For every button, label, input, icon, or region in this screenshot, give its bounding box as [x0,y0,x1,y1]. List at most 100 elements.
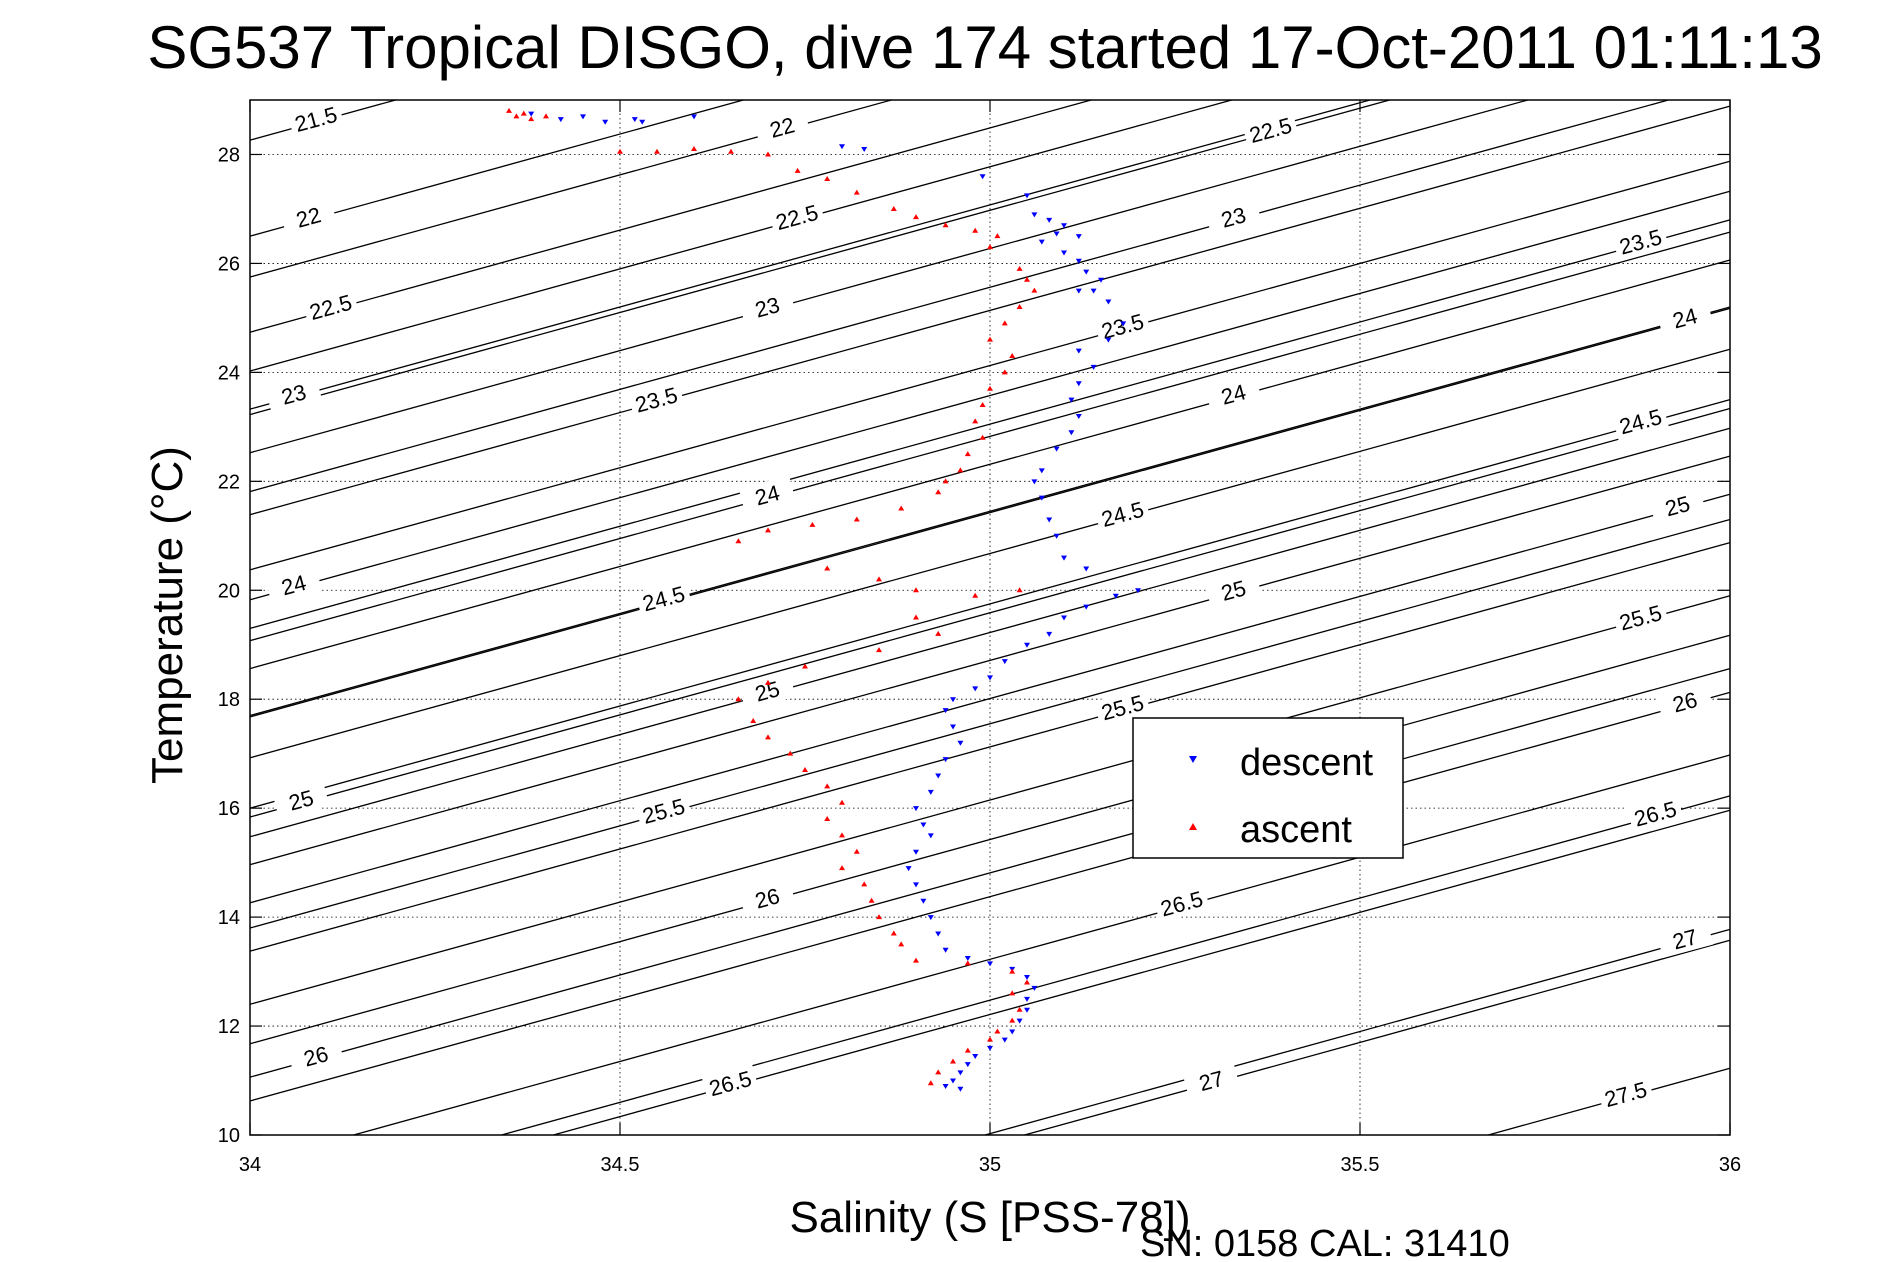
y-tick-label: 24 [218,362,240,384]
descent-point [957,1070,964,1076]
contour-label-bg [1648,486,1706,525]
descent-point [987,1045,993,1051]
descent-point [1001,1037,1008,1043]
ascent-point [765,527,771,533]
ascent-point [972,418,979,424]
contour-label-bg [265,374,323,414]
descent-point [1075,381,1082,387]
contour-label-bg [1204,570,1262,610]
ascent-point [957,467,964,473]
ascent-point [750,718,757,723]
ascent-point [794,167,801,173]
ascent-point [876,647,882,653]
descent-point [1031,212,1038,218]
descent-point [950,1078,956,1084]
descent-point [913,806,919,812]
descent-point [1031,985,1038,991]
isopycnal-line [249,231,1731,642]
descent-point [1024,996,1030,1002]
descent-point [1038,239,1045,245]
descent-point [691,114,697,120]
descent-point [1061,615,1067,621]
ascent-point [972,227,979,233]
contour-label-bg [1626,794,1684,833]
descent-point [942,947,949,953]
descent-point [557,117,564,123]
contour-label-bg [1153,883,1211,923]
descent-point [1075,288,1082,294]
ascent-point [964,1047,971,1053]
descent-point [972,686,979,692]
descent-point [1046,631,1053,637]
ascent-point [890,205,897,211]
isopycnal-line [353,754,1731,1136]
contour-label-bg [753,107,811,147]
ascent-point [942,478,949,484]
isopycnal-line [249,541,1731,952]
descent-point [1038,495,1045,501]
ascent-point [987,244,993,250]
ascent-point [765,679,771,685]
descent-point [1053,231,1060,237]
descent-point [1105,299,1112,305]
contour-label-bg [1611,401,1669,441]
ascent-point [1009,990,1016,996]
contour-label-bg [701,1063,759,1103]
ascent-point [802,767,808,773]
isopycnal-line [249,99,1092,333]
ascent-point [735,538,742,544]
axis-ticks: 34 34.5 35 35.5 36 10 12 14 16 18 20 22 24 26 28 [218,100,1741,1176]
isopycnal-line [1024,939,1731,1136]
ascent-point [898,505,905,511]
ascent-point [513,113,520,119]
ascent-point [853,189,860,195]
isopycnal-line [249,691,1731,1102]
ascent-point [987,385,993,391]
isopycnal-line [249,455,1731,866]
ascent-point [839,865,845,871]
legend-descent-label: descent [1240,742,1374,784]
contour-label-bg [635,578,693,618]
ascent-point [1009,1017,1016,1023]
descent-point [927,915,934,921]
descent-point [913,882,919,888]
descent-point [1024,193,1030,199]
ascent-point [861,881,868,887]
ascent-point [787,750,794,756]
contour-label-bg [627,380,685,419]
contour-label-bg [287,99,345,139]
descent-point [942,1083,949,1089]
legend: descent ascent [1132,717,1404,859]
x-tick-label: 35 [979,1154,1001,1176]
ascent-point [950,1058,956,1064]
descent-point [1075,413,1082,419]
descent-point [1120,321,1127,327]
descent-point [1083,604,1090,610]
contour-label-bg [302,287,360,327]
y-tick-label: 28 [218,144,240,166]
contour-label-bg [738,287,796,327]
isopycnal-line [249,398,1731,809]
ascent-point [890,930,897,936]
isopycnal-line [249,493,1731,904]
ascent-point [839,799,845,805]
descent-point [964,1062,971,1068]
descent-point [987,675,993,681]
descent-point [935,773,942,779]
ascent-point [617,148,623,154]
descent-point [957,1086,964,1092]
y-axis-label: Temperature (°C) [143,446,192,784]
isopycnal-line [249,634,1731,1045]
isopycnal-line [249,595,1731,1005]
contour-label-bg [272,780,330,820]
ascent-point [927,1080,934,1086]
y-tick-label: 20 [218,580,240,602]
contour-label-bg [1656,298,1714,338]
descent-point [1068,430,1075,436]
ascent-point [1031,287,1038,293]
contour-label-bg [1204,374,1262,414]
y-tick-label: 26 [218,253,240,275]
ascent-point [765,734,771,740]
contour-label-bg [738,878,796,918]
